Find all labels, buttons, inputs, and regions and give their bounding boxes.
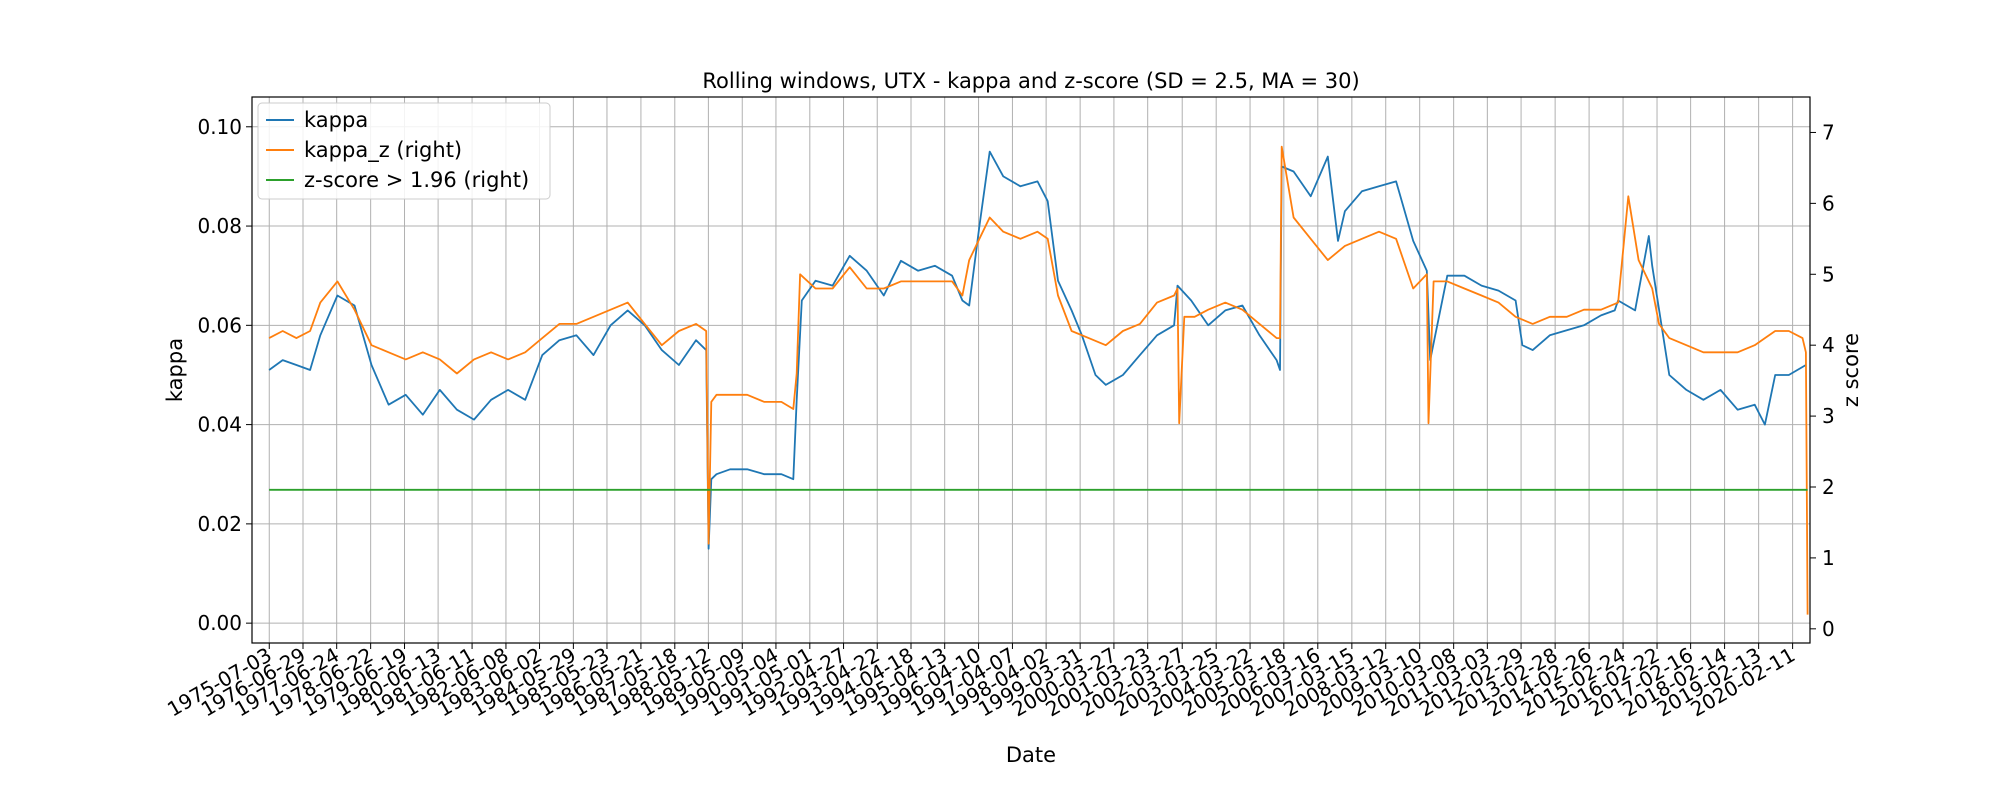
y-tick-label: 0.10 (197, 115, 242, 139)
y-axis-label: kappa (163, 338, 187, 402)
y-tick-label: 0.00 (197, 611, 242, 635)
legend: kappa kappa_z (right) z-score > 1.96 (ri… (257, 102, 551, 200)
y-tick-label: 0.02 (197, 512, 242, 536)
y-right-tick-label: 3 (1822, 404, 1835, 428)
y-right-tick-label: 1 (1822, 546, 1835, 570)
x-axis: 1975-07-031976-06-291977-06-241978-06-22… (163, 643, 1799, 722)
plot-frame (251, 96, 1811, 644)
y-right-tick-label: 7 (1822, 120, 1835, 144)
y-tick-label: 0.06 (197, 313, 242, 337)
chart-title: Rolling windows, UTX - kappa and z-score… (702, 69, 1359, 93)
left-axis: 0.00 0.02 0.04 0.06 0.08 0.10 (197, 115, 252, 635)
series-line-kappa-z (268, 145, 1809, 615)
y-right-tick-label: 5 (1822, 262, 1835, 286)
y-right-tick-label: 4 (1822, 333, 1835, 357)
y-tick-label: 0.04 (197, 413, 242, 437)
series-layer (268, 145, 1809, 615)
y-right-tick-label: 6 (1822, 191, 1835, 215)
x-axis-label: Date (1006, 743, 1056, 767)
series-line-kappa (268, 150, 1807, 550)
legend-box (257, 102, 551, 200)
legend-label-kappa-z: kappa_z (right) (304, 138, 462, 163)
right-axis: 0 1 2 3 4 5 6 7 (1810, 120, 1835, 641)
y-right-tick-label: 0 (1822, 617, 1835, 641)
legend-label-threshold: z-score > 1.96 (right) (304, 168, 529, 192)
legend-label-kappa: kappa (304, 108, 368, 132)
y-right-tick-label: 2 (1822, 475, 1835, 499)
y-axis-right-label: z score (1839, 333, 1863, 407)
y-tick-label: 0.08 (197, 214, 242, 238)
